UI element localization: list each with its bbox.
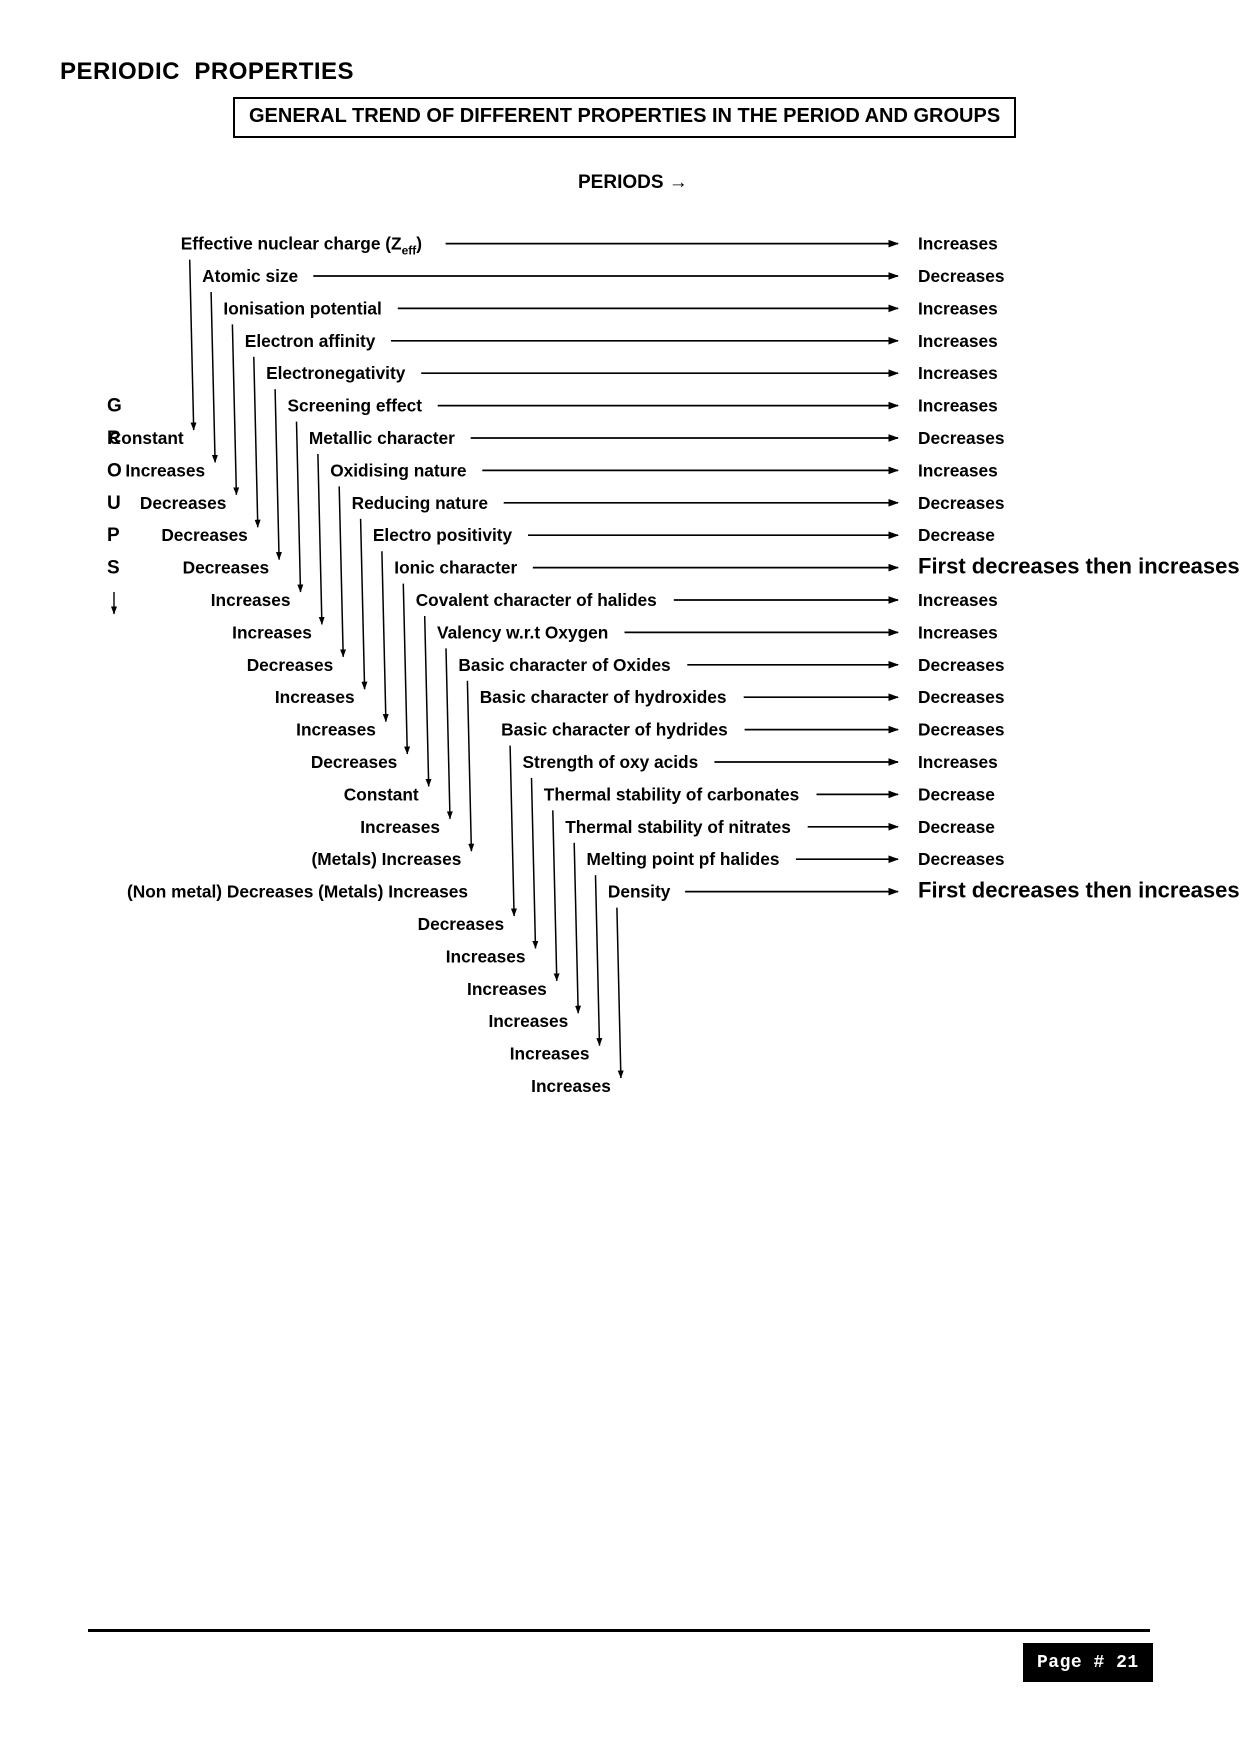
- svg-text:Atomic size: Atomic size: [202, 266, 298, 286]
- svg-text:Increases: Increases: [446, 946, 526, 966]
- svg-text:Increases: Increases: [275, 687, 355, 707]
- svg-text:Decreases: Decreases: [918, 655, 1004, 675]
- svg-text:Increases: Increases: [510, 1044, 590, 1064]
- svg-text:(Non metal) Decreases (Metals): (Non metal) Decreases (Metals) Increases: [127, 882, 468, 902]
- svg-text:Decreases: Decreases: [918, 720, 1004, 740]
- svg-text:Decreases: Decreases: [161, 525, 247, 545]
- svg-text:Increases: Increases: [918, 331, 998, 351]
- svg-text:Decreases: Decreases: [918, 428, 1004, 448]
- svg-text:Decrease: Decrease: [918, 784, 995, 804]
- svg-text:Increases: Increases: [918, 590, 998, 610]
- svg-text:(Metals) Increases: (Metals) Increases: [312, 849, 462, 869]
- svg-text:Basic character of Oxides: Basic character of Oxides: [458, 655, 670, 675]
- svg-text:Strength of oxy acids: Strength of oxy acids: [523, 752, 699, 772]
- svg-text:Basic character of hydroxides: Basic character of hydroxides: [480, 687, 727, 707]
- svg-text:First decreases then increases: First decreases then increases: [918, 878, 1240, 903]
- svg-text:Thermal stability of nitrates: Thermal stability of nitrates: [565, 817, 791, 837]
- svg-text:Metallic character: Metallic character: [309, 428, 455, 448]
- svg-text:Increases: Increases: [296, 720, 376, 740]
- svg-text:Constant: Constant: [344, 784, 419, 804]
- svg-text:Increases: Increases: [918, 396, 998, 416]
- svg-text:First decreases then increases: First decreases then increases: [918, 554, 1240, 579]
- svg-text:Constant: Constant: [109, 428, 184, 448]
- svg-text:Increases: Increases: [918, 460, 998, 480]
- svg-text:Increases: Increases: [125, 460, 205, 480]
- svg-text:Electronegativity: Electronegativity: [266, 363, 406, 383]
- svg-text:Covalent character of halides: Covalent character of halides: [416, 590, 657, 610]
- svg-text:Basic character of hydrides: Basic character of hydrides: [501, 720, 728, 740]
- svg-text:Thermal stability of carbonate: Thermal stability of carbonates: [544, 784, 799, 804]
- svg-text:Decrease: Decrease: [918, 817, 995, 837]
- svg-text:Decreases: Decreases: [918, 493, 1004, 513]
- svg-text:Decreases: Decreases: [140, 493, 226, 513]
- svg-text:Melting point pf halides: Melting point pf halides: [587, 849, 780, 869]
- svg-text:Reducing nature: Reducing nature: [352, 493, 489, 513]
- svg-text:Increases: Increases: [531, 1076, 611, 1096]
- svg-text:Oxidising nature: Oxidising nature: [330, 460, 467, 480]
- svg-text:Decreases: Decreases: [918, 849, 1004, 869]
- svg-text:Ionisation potential: Ionisation potential: [223, 298, 381, 318]
- svg-text:Increases: Increases: [232, 622, 312, 642]
- svg-text:S: S: [107, 558, 120, 579]
- svg-text:O: O: [107, 460, 122, 481]
- svg-text:Decreases: Decreases: [311, 752, 397, 772]
- svg-text:Increases: Increases: [918, 752, 998, 772]
- svg-text:G: G: [107, 396, 122, 417]
- svg-text:Density: Density: [608, 882, 671, 902]
- svg-text:Increases: Increases: [918, 298, 998, 318]
- svg-text:P: P: [107, 525, 120, 546]
- svg-text:Increases: Increases: [488, 1011, 568, 1031]
- svg-text:Decreases: Decreases: [418, 914, 504, 934]
- svg-text:Electro positivity: Electro positivity: [373, 525, 513, 545]
- svg-text:Increases: Increases: [360, 817, 440, 837]
- svg-text:Screening effect: Screening effect: [288, 396, 423, 416]
- svg-text:Increases: Increases: [918, 234, 998, 254]
- svg-text:Decreases: Decreases: [918, 687, 1004, 707]
- svg-text:Valency w.r.t Oxygen: Valency w.r.t Oxygen: [437, 622, 608, 642]
- svg-text:Ionic character: Ionic character: [394, 558, 517, 578]
- svg-text:Electron affinity: Electron affinity: [245, 331, 376, 351]
- svg-text:Decreases: Decreases: [918, 266, 1004, 286]
- svg-text:Increases: Increases: [918, 622, 998, 642]
- svg-text:Effective nuclear charge (Zeff: Effective nuclear charge (Zeff): [181, 234, 422, 258]
- svg-text:Decreases: Decreases: [183, 558, 269, 578]
- svg-text:Increases: Increases: [467, 979, 547, 999]
- svg-text:Increases: Increases: [211, 590, 291, 610]
- svg-text:Increases: Increases: [918, 363, 998, 383]
- svg-text:Decrease: Decrease: [918, 525, 995, 545]
- svg-text:Decreases: Decreases: [247, 655, 333, 675]
- svg-text:U: U: [107, 493, 121, 514]
